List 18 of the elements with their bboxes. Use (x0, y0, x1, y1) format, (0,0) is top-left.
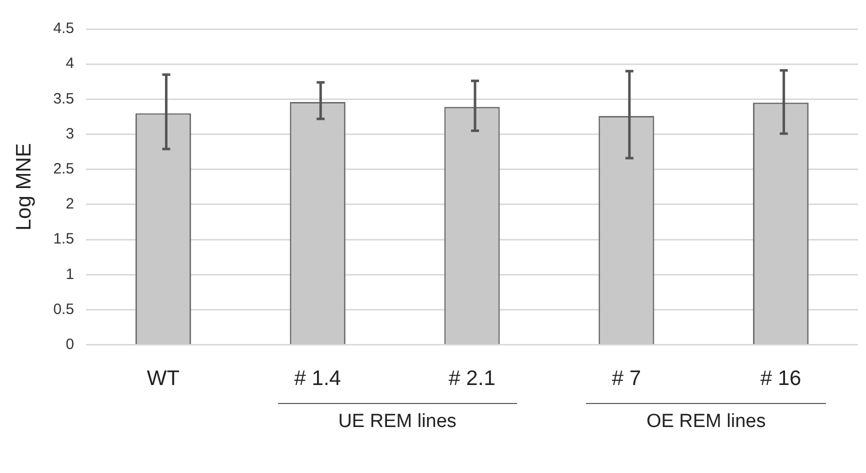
y-tick-label: 0.5 (53, 300, 74, 318)
x-tick-label: # 7 (612, 367, 642, 390)
y-tick-label: 4 (66, 55, 74, 72)
y-tick-label: 1 (66, 266, 74, 283)
y-tick-label: 4.5 (53, 20, 74, 38)
y-tick-label: 0 (66, 336, 74, 353)
y-axis-title: Log MNE (12, 143, 36, 231)
y-tick-label: 3.5 (53, 90, 74, 108)
x-tick-label: # 1.4 (294, 367, 342, 390)
y-tick-label: 1.5 (53, 230, 74, 248)
text: OE REM lines (645, 410, 767, 433)
y-tick-label: 2.5 (53, 160, 74, 178)
x-tick-label: # 16 (760, 367, 802, 390)
y-tick-label: 2 (66, 196, 74, 213)
x-tick-label: WT (146, 367, 180, 390)
text: UE REM lines (337, 410, 458, 433)
y-tick-label: 3 (66, 125, 74, 142)
x-tick-label: # 2.1 (448, 367, 496, 390)
